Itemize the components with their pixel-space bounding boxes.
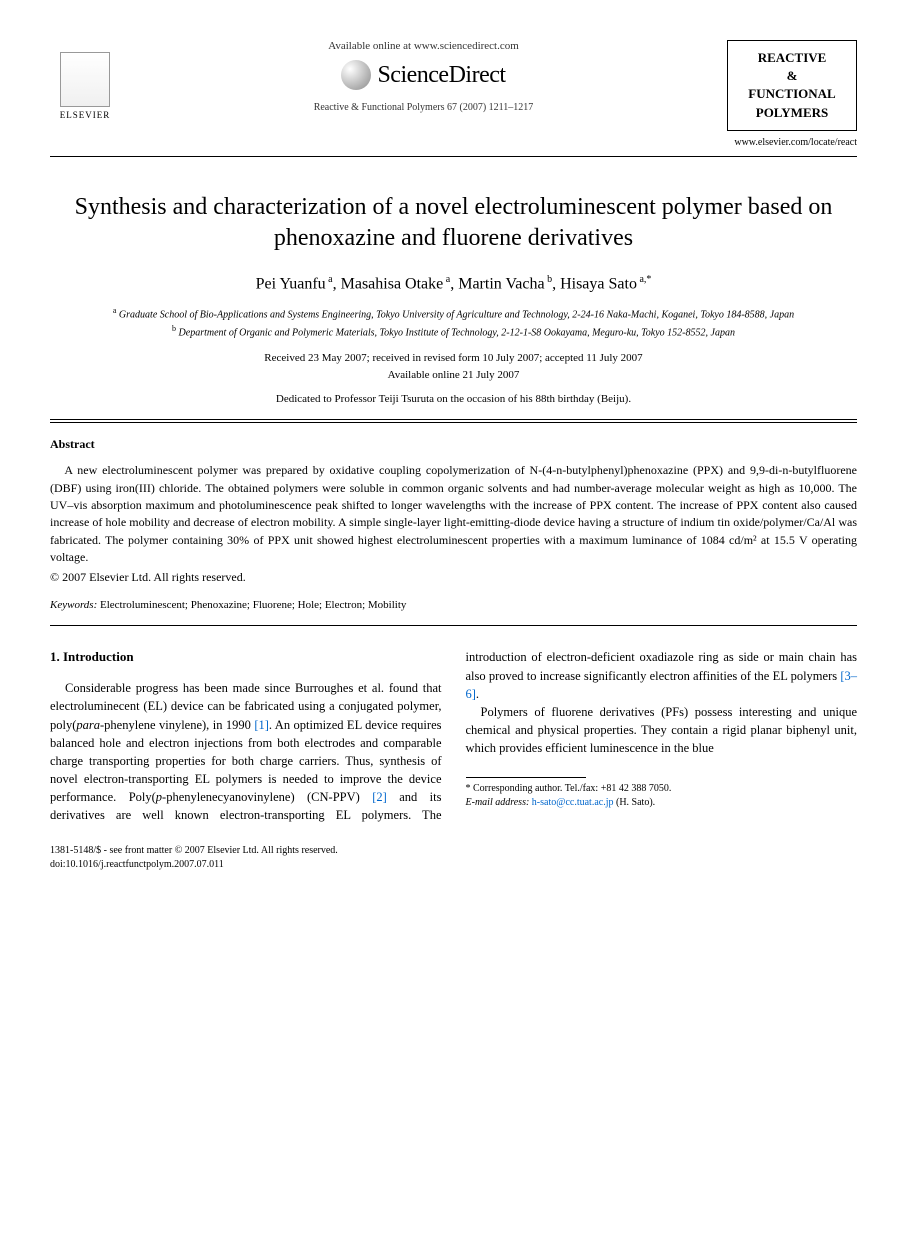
author: Hisaya Sato — [560, 275, 637, 292]
journal-url[interactable]: www.elsevier.com/locate/react — [734, 137, 857, 148]
dedication: Dedicated to Professor Teiji Tsuruta on … — [50, 393, 857, 405]
footer-front-matter: 1381-5148/$ - see front matter © 2007 El… — [50, 844, 857, 858]
page-footer: 1381-5148/$ - see front matter © 2007 El… — [50, 844, 857, 872]
abstract-body: A new electroluminescent polymer was pre… — [50, 462, 857, 566]
header-row: ELSEVIER Available online at www.science… — [50, 40, 857, 148]
footnote-rule — [466, 777, 586, 778]
email-label: E-mail address: — [466, 797, 530, 808]
affiliation-a: Graduate School of Bio-Applications and … — [119, 310, 794, 321]
affiliations: a Graduate School of Bio-Applications an… — [50, 305, 857, 340]
journal-box-line: REACTIVE — [732, 49, 852, 67]
section-1-heading: 1. Introduction — [50, 648, 442, 667]
corresponding-author-footnote: * Corresponding author. Tel./fax: +81 42… — [466, 782, 858, 810]
body-columns: 1. Introduction Considerable progress ha… — [50, 648, 857, 824]
elsevier-logo: ELSEVIER — [50, 40, 120, 120]
elsevier-label: ELSEVIER — [60, 110, 111, 120]
footer-doi: doi:10.1016/j.reactfunctpolym.2007.07.01… — [50, 858, 857, 872]
keywords-line: Keywords: Electroluminescent; Phenoxazin… — [50, 599, 857, 611]
sciencedirect-text: ScienceDirect — [377, 62, 505, 89]
affil-marker: a — [443, 274, 450, 285]
journal-title-box: REACTIVE & FUNCTIONAL POLYMERS — [727, 40, 857, 131]
keywords-rule — [50, 625, 857, 626]
journal-reference: Reactive & Functional Polymers 67 (2007)… — [140, 102, 707, 113]
abstract-copyright: © 2007 Elsevier Ltd. All rights reserved… — [50, 570, 857, 585]
ref-link-1[interactable]: [1] — [254, 718, 269, 732]
journal-box-line: FUNCTIONAL — [732, 85, 852, 103]
author: Masahisa Otake — [341, 275, 444, 292]
author: Pei Yuanfu — [256, 275, 326, 292]
right-header-column: REACTIVE & FUNCTIONAL POLYMERS www.elsev… — [727, 40, 857, 148]
author-email[interactable]: h-sato@cc.tuat.ac.jp — [532, 797, 614, 808]
keywords-list: Electroluminescent; Phenoxazine; Fluoren… — [100, 599, 406, 611]
ref-link-2[interactable]: [2] — [372, 790, 387, 804]
article-title: Synthesis and characterization of a nove… — [50, 192, 857, 254]
elsevier-tree-icon — [60, 52, 110, 107]
center-header: Available online at www.sciencedirect.co… — [120, 40, 727, 113]
intro-paragraph-2: Polymers of fluorene derivatives (PFs) p… — [466, 703, 858, 757]
available-online-text: Available online at www.sciencedirect.co… — [140, 40, 707, 52]
authors-line: Pei Yuanfu a, Masahisa Otake a, Martin V… — [50, 274, 857, 293]
affil-marker: a — [326, 274, 333, 285]
affiliation-b: Department of Organic and Polymeric Mate… — [179, 327, 735, 338]
affil-marker: a,* — [637, 274, 651, 285]
abstract-rule-top — [50, 419, 857, 420]
journal-box-line: POLYMERS — [732, 104, 852, 122]
keywords-label: Keywords: — [50, 599, 97, 611]
dates-received: Received 23 May 2007; received in revise… — [50, 350, 857, 367]
sciencedirect-logo: ScienceDirect — [140, 60, 707, 90]
corresponding-text: Corresponding author. Tel./fax: +81 42 3… — [473, 783, 671, 794]
abstract-heading: Abstract — [50, 437, 857, 452]
article-dates: Received 23 May 2007; received in revise… — [50, 350, 857, 383]
author: Martin Vacha — [458, 275, 544, 292]
dates-online: Available online 21 July 2007 — [50, 367, 857, 384]
header-rule — [50, 156, 857, 157]
sciencedirect-swoosh-icon — [341, 60, 371, 90]
affil-marker: b — [545, 274, 553, 285]
abstract-rule-top2 — [50, 422, 857, 423]
journal-box-line: & — [732, 67, 852, 85]
email-name: (H. Sato). — [616, 797, 655, 808]
